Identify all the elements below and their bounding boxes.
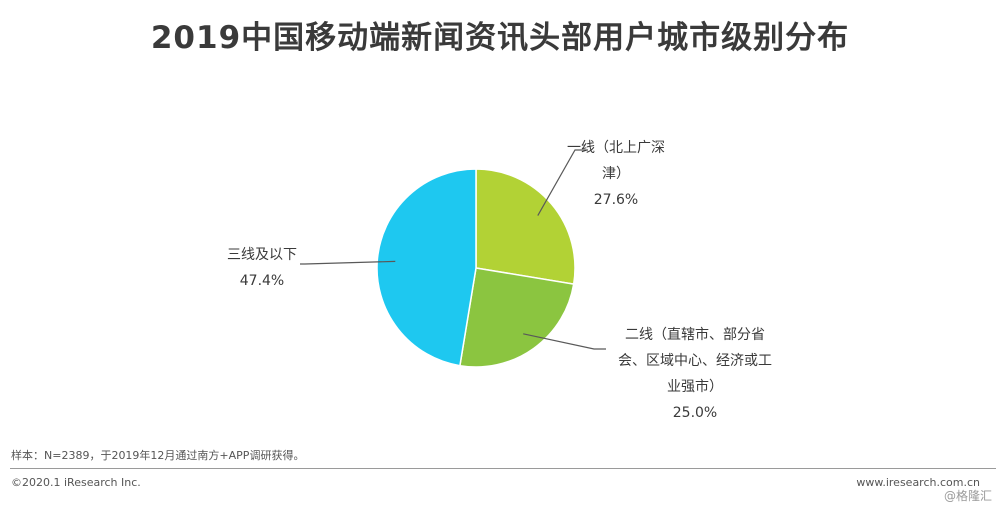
pie-slice-1	[475, 168, 576, 285]
pie-slice-3	[376, 168, 477, 367]
footer-divider	[10, 468, 996, 469]
slice-value-label-1: 27.6%	[594, 192, 638, 208]
sample-footnote: 样本：N=2389，于2019年12月通过南方+APP调研获得。	[11, 449, 305, 462]
slice-value-label-2: 25.0%	[673, 405, 717, 421]
leader-line-3	[300, 260, 396, 265]
copyright-text: ©2020.1 iResearch Inc.	[11, 476, 141, 489]
watermark-text: @格隆汇	[943, 489, 992, 503]
slice-value-label-3: 47.4%	[240, 273, 284, 289]
site-url: www.iresearch.com.cn	[856, 476, 980, 489]
pie-slices	[376, 168, 576, 368]
slice-category-label-2: 会、区域中心、经济或工	[618, 353, 772, 369]
slice-category-label-1: 津）	[602, 166, 630, 182]
leader-line-1	[537, 149, 588, 216]
leader-lines	[300, 149, 606, 350]
slice-category-label-2: 二线（直辖市、部分省	[625, 326, 765, 343]
leader-line-2	[523, 333, 606, 350]
slice-category-label-3: 三线及以下	[227, 247, 297, 263]
slice-category-label-1: 一线（北上广深	[567, 140, 665, 156]
pie-slice-2	[459, 267, 575, 368]
slice-category-label-2: 业强市）	[667, 378, 723, 395]
page-title: 2019中国移动端新闻资讯头部用户城市级别分布	[150, 20, 850, 56]
